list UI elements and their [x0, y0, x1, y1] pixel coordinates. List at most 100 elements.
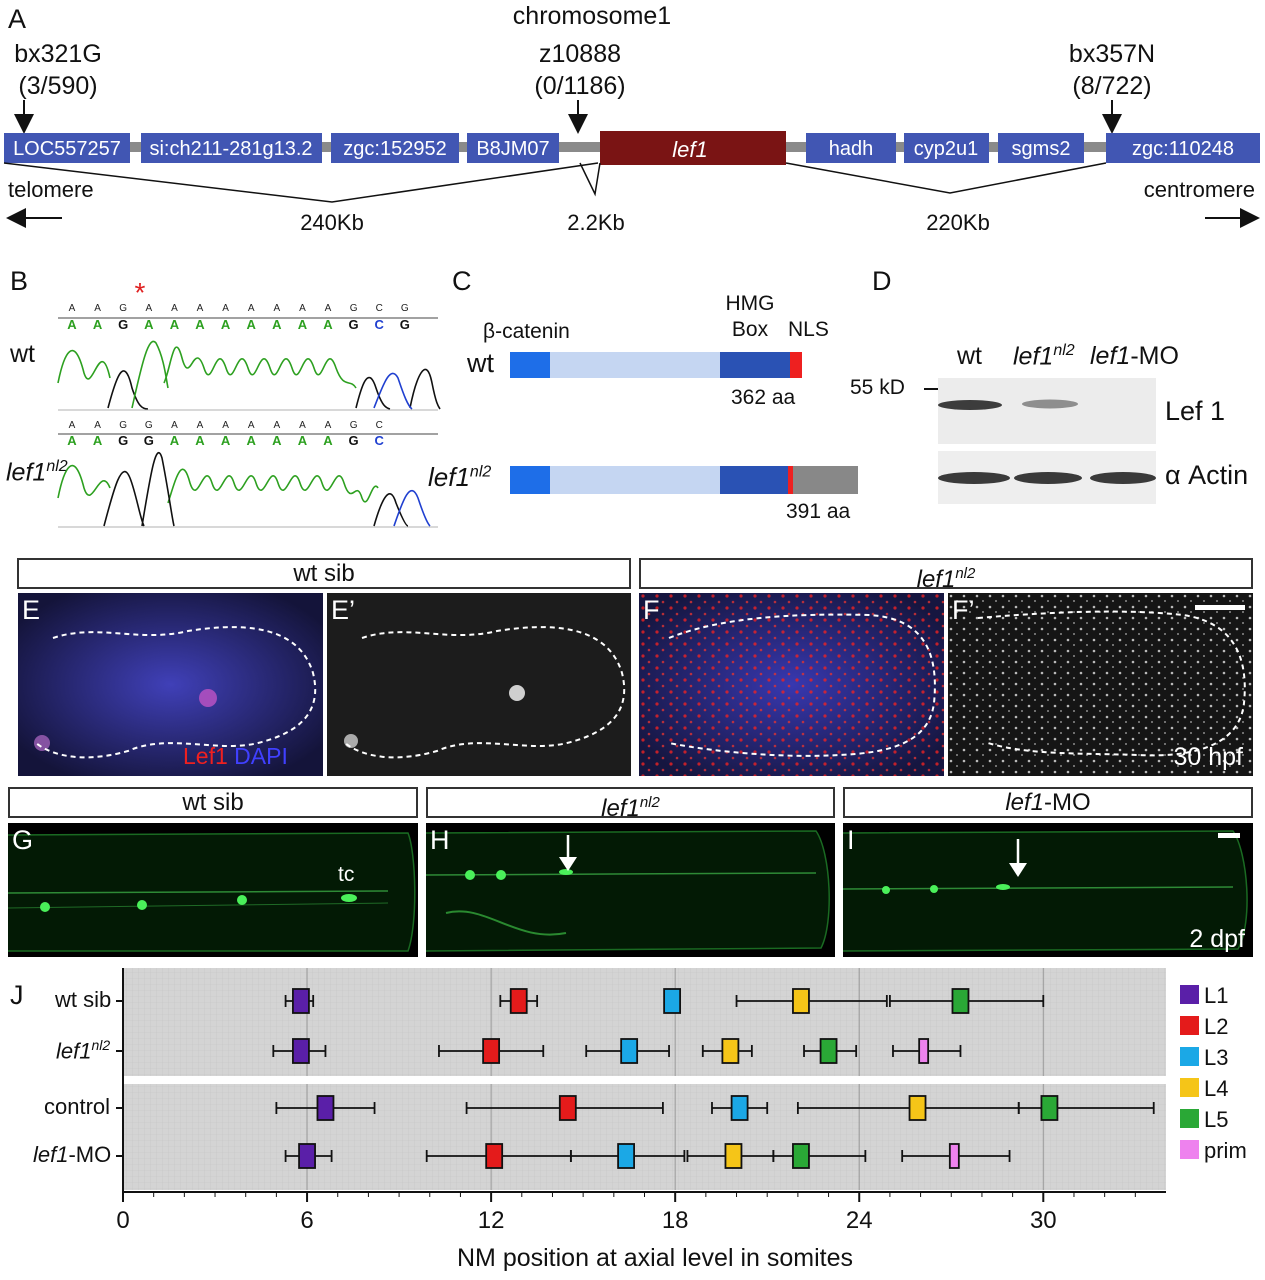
box-label: Box [731, 318, 769, 341]
marker-bx321g-count: (3/590) [18, 72, 98, 100]
gene-label-6: cyp2u1 [914, 138, 979, 160]
wt-small-base-9: A [299, 303, 306, 314]
wt-big-base-3: A [144, 317, 154, 332]
panel-letter-f: F [643, 595, 660, 625]
marker-row2-L1 [316, 1095, 335, 1121]
image-g: G tc [8, 823, 418, 957]
marker-row1-prim [918, 1038, 930, 1064]
gene-box-loc557257 [4, 133, 130, 163]
wt-length: 362 aa [731, 386, 796, 409]
x-tick-label-1: 6 [300, 1207, 313, 1234]
trace-wt-green-peak [131, 340, 169, 409]
wt-small-base-6: A [222, 303, 229, 314]
mut-small-base-5: A [197, 420, 204, 431]
marker-row3-prim [948, 1143, 960, 1169]
gene-label-lef1: lef1 [672, 137, 707, 162]
chromosome-label: chromosome1 [512, 2, 672, 30]
gene-box-b8jm07 [467, 133, 559, 163]
wt-small-base-10: A [325, 303, 332, 314]
mut-small-base-0: A [69, 420, 76, 431]
mut-small-base-4: A [171, 420, 178, 431]
wt-small-base-0: A [69, 303, 76, 314]
wt-hmg-domain [720, 352, 790, 378]
legend-label-L2: L2 [1204, 1014, 1228, 1039]
legend-label-L4: L4 [1204, 1076, 1228, 1101]
marker-bx321g: bx321G [14, 40, 102, 68]
trace-mut-label: lef1nl2 [6, 458, 68, 487]
hmg-label: HMG [725, 292, 775, 315]
marker-row1-L1 [292, 1038, 310, 1064]
wt-small-base-8: A [273, 303, 280, 314]
wt-big-base-8: A [272, 317, 282, 332]
wt-nls-domain [790, 352, 802, 378]
band-lef1-label: Lef 1 [1165, 396, 1226, 426]
wt-big-base-4: A [170, 317, 180, 332]
marker-row1-L5 [819, 1038, 838, 1064]
marker-z10888: z10888 [538, 40, 622, 68]
legend-label-prim: prim [1204, 1138, 1247, 1163]
mut-big-base-5: A [195, 433, 205, 448]
gene-box-lef1 [600, 131, 786, 165]
mut-big-base-10: A [323, 433, 333, 448]
mut-small-base-2: G [119, 420, 127, 431]
x-tick-label-5: 30 [1030, 1207, 1057, 1234]
mut-big-base-8: A [272, 433, 282, 448]
header-lef1-ef: lef1nl2 [639, 558, 1253, 593]
mut-big-base-6: A [221, 433, 231, 448]
marker-z10888-count: (0/1186) [534, 72, 626, 100]
time-2dpf: 2 dpf [1189, 925, 1245, 953]
x-tick-label-4: 24 [846, 1207, 873, 1234]
scale-bar [1195, 605, 1245, 610]
mut-small-base-11: G [350, 420, 358, 431]
image-f: F [639, 593, 944, 776]
wt-big-base-0: A [67, 317, 77, 332]
x-axis-label: NM position at axial level in somites [457, 1244, 853, 1272]
mut-big-base-0: A [67, 433, 77, 448]
panel-letter-f-prime: F’ [952, 595, 975, 625]
wt-big-base-12: C [375, 317, 385, 332]
wt-big-base-5: A [195, 317, 205, 332]
distance-220kb: 220Kb [926, 210, 990, 235]
mut-middle [550, 466, 720, 494]
mut-small-base-1: A [94, 420, 101, 431]
marker-row3-L2 [485, 1143, 504, 1169]
panel-letter-e: E [22, 595, 41, 625]
panel-letter-a: A [8, 4, 27, 34]
panel-letter-i: I [847, 825, 855, 855]
legend-swatch-L1 [1180, 985, 1199, 1004]
legend-swatch-L2 [1180, 1016, 1199, 1035]
wt-small-base-2: G [119, 303, 127, 314]
wt-big-base-13: G [400, 317, 410, 332]
trace-mut-green [57, 464, 379, 504]
gene-label-1: si:ch211-281g13.2 [149, 138, 312, 160]
mut-hmg-domain [720, 466, 788, 494]
trace-wt-black [107, 368, 441, 410]
trace-wt-blue [373, 372, 413, 410]
western-blot [938, 378, 1156, 504]
nls-label: NLS [788, 318, 829, 341]
panel-letter-c: C [452, 266, 472, 296]
mut-big-base-11: G [349, 433, 359, 448]
marker-bx357n-count: (8/722) [1072, 72, 1152, 100]
mut-beta-domain [510, 466, 550, 494]
mut-big-base-1: A [93, 433, 103, 448]
wt-small-base-5: A [197, 303, 204, 314]
scale-bar-i [1218, 833, 1240, 838]
header-lef1-h: lef1nl2 [426, 787, 835, 822]
image-i: I 2 dpf [843, 823, 1253, 957]
marker-row3-L1 [298, 1143, 316, 1169]
x-tick-label-2: 12 [478, 1207, 505, 1234]
marker-bx357n: bx357N [1068, 40, 1156, 68]
gene-box-hadh [806, 133, 896, 163]
marker-row0-L1 [292, 988, 310, 1014]
mut-small-base-10: A [325, 420, 332, 431]
wt-big-base-11: G [349, 317, 359, 332]
image-e: E Lef1 DAPI [18, 593, 323, 776]
band-actin-label: α Actin [1165, 460, 1249, 490]
mutation-star: * [135, 278, 146, 308]
wt-small-base-4: A [171, 303, 178, 314]
legend-swatch-L5 [1180, 1109, 1199, 1128]
legend-swatch-L3 [1180, 1047, 1199, 1066]
legend-label-L5: L5 [1204, 1107, 1228, 1132]
wt-small-base-12: C [376, 303, 383, 314]
